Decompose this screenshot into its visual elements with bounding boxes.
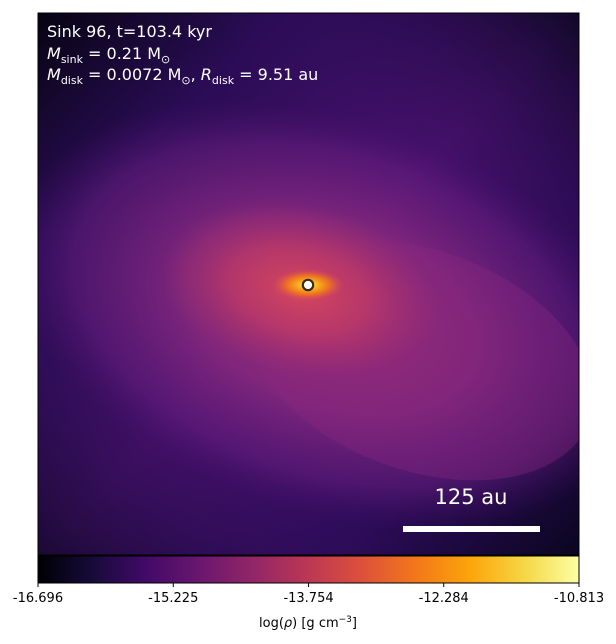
axes-frame xyxy=(37,12,580,556)
annotation-sink-time: Sink 96, t=103.4 kyr xyxy=(47,22,212,41)
colorbar-tick-label: -12.284 xyxy=(419,591,469,606)
annotation-sink-mass: Msink = 0.21 M⊙ xyxy=(47,44,170,66)
colorbar-tick-label: -13.754 xyxy=(283,591,333,606)
colorbar xyxy=(37,555,580,584)
colorbar-label: log(ρ) [g cm−3] xyxy=(259,615,357,631)
scale-bar xyxy=(403,526,540,532)
colorbar-tick-label: -15.225 xyxy=(148,591,198,606)
colorbar-tick-label: -16.696 xyxy=(13,591,63,606)
density-map xyxy=(38,13,579,555)
scale-bar-label: 125 au xyxy=(435,485,508,509)
annotation-disk-props: Mdisk = 0.0072 M⊙, Rdisk = 9.51 au xyxy=(47,65,318,87)
colorbar-tick-label: -10.813 xyxy=(554,591,604,606)
colorbar-ticks: -16.696 -15.225 -13.754 -12.284 -10.813 xyxy=(13,583,604,606)
sink-marker xyxy=(301,278,315,292)
